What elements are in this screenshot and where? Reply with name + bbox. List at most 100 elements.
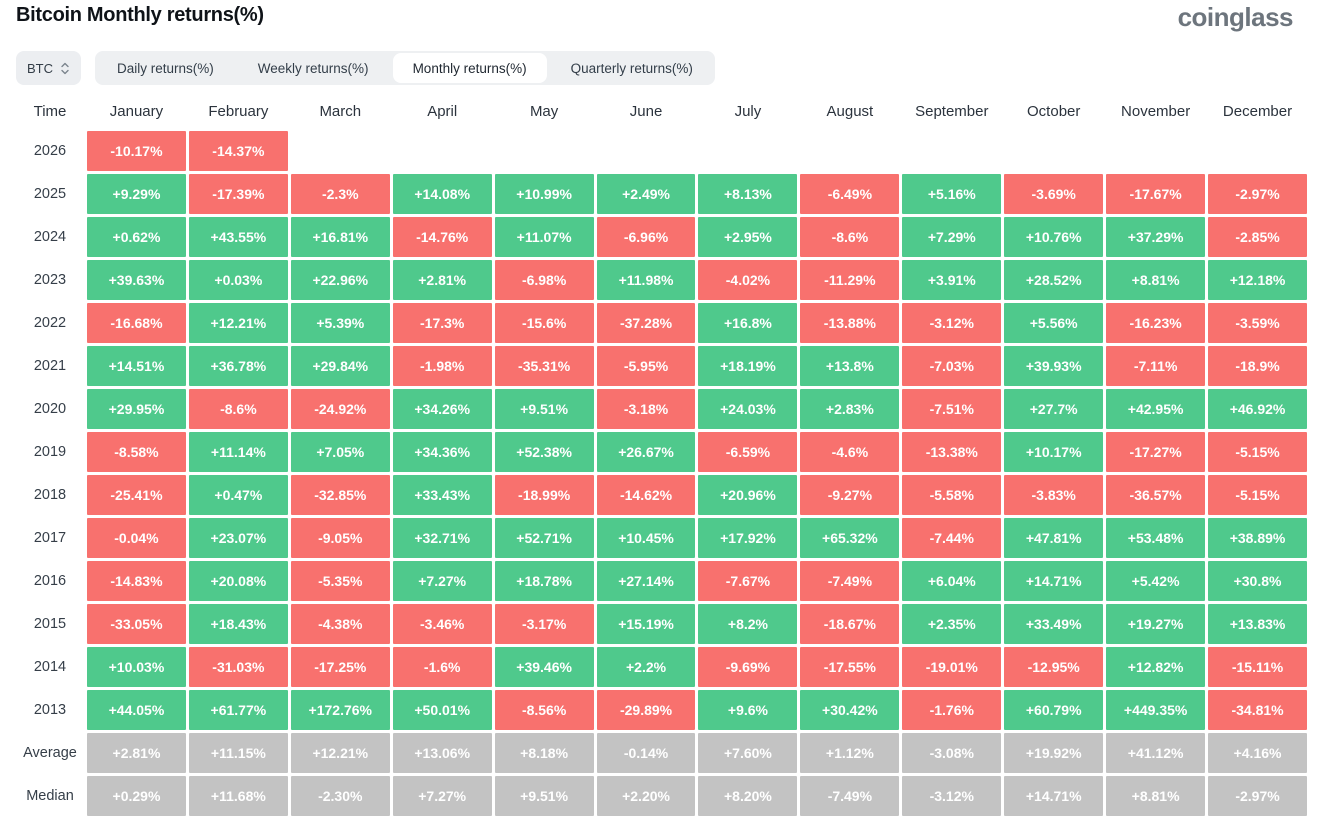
column-header: June bbox=[629, 103, 663, 120]
row-label: 2024 bbox=[33, 229, 67, 245]
row-label: 2017 bbox=[33, 530, 67, 546]
table-row: Median +0.29% +11.68% -2.30% +7.27% +9.51% +2.… bbox=[16, 776, 1307, 816]
coinglass-logo: coinglass bbox=[1177, 2, 1294, 32]
return-cell: -7.11% bbox=[1106, 346, 1206, 386]
return-cell: +9.51% bbox=[494, 389, 594, 429]
return-cell: +8.20% bbox=[698, 776, 798, 816]
row-label: 2015 bbox=[33, 616, 67, 632]
return-cell: +9.29% bbox=[87, 174, 186, 214]
symbol-select[interactable]: BTC bbox=[16, 51, 81, 85]
return-cell: -5.58% bbox=[902, 475, 1002, 515]
return-cell: +5.42% bbox=[1106, 561, 1206, 601]
return-cell: -31.03% bbox=[188, 647, 288, 687]
column-header: August bbox=[826, 103, 874, 120]
return-cell: +13.8% bbox=[800, 346, 900, 386]
return-cell: +13.83% bbox=[1208, 604, 1307, 644]
table-row: 2017 -0.04% +23.07% -9.05% +32.71% +52.71% +10… bbox=[16, 518, 1307, 558]
table-row: Average +2.81% +11.15% +12.21% +13.06% +8.18%… bbox=[16, 733, 1307, 773]
return-cell: +11.14% bbox=[188, 432, 288, 472]
return-cell: +6.04% bbox=[902, 561, 1002, 601]
return-cell: -7.51% bbox=[902, 389, 1002, 429]
table-row: 2015 -33.05% +18.43% -4.38% -3.46% -3.17% +15.… bbox=[16, 604, 1307, 644]
return-cell: +10.76% bbox=[1004, 217, 1104, 257]
return-cell: +18.78% bbox=[494, 561, 594, 601]
column-header: November bbox=[1121, 103, 1191, 120]
return-cell: -3.69% bbox=[1004, 174, 1104, 214]
return-cell: -34.81% bbox=[1208, 690, 1307, 730]
return-cell: +2.81% bbox=[392, 260, 492, 300]
return-cell: -6.96% bbox=[596, 217, 696, 257]
return-cell: -3.83% bbox=[1004, 475, 1104, 515]
return-cell: +2.81% bbox=[87, 733, 186, 773]
return-cell: +8.13% bbox=[698, 174, 798, 214]
return-cell: +7.29% bbox=[902, 217, 1002, 257]
return-cell: -8.56% bbox=[494, 690, 594, 730]
return-cell: +10.99% bbox=[494, 174, 594, 214]
return-cell: +19.92% bbox=[1004, 733, 1104, 773]
return-cell: -3.18% bbox=[596, 389, 696, 429]
return-cell: +23.07% bbox=[188, 518, 288, 558]
tab-quarterly-returns[interactable]: Quarterly returns(%) bbox=[549, 51, 715, 85]
return-cell: -2.3% bbox=[290, 174, 390, 214]
return-cell: -5.15% bbox=[1208, 432, 1307, 472]
row-label: 2025 bbox=[33, 186, 67, 202]
return-cell: -14.62% bbox=[596, 475, 696, 515]
row-label: Median bbox=[26, 788, 74, 804]
row-label: 2021 bbox=[33, 358, 67, 374]
return-cell: +7.60% bbox=[698, 733, 798, 773]
return-cell: +32.71% bbox=[392, 518, 492, 558]
tab-monthly-returns[interactable]: Monthly returns(%) bbox=[392, 53, 547, 83]
return-cell bbox=[1004, 131, 1103, 171]
return-cell: +8.81% bbox=[1106, 776, 1206, 816]
row-label: 2020 bbox=[33, 401, 67, 417]
return-cell: -35.31% bbox=[494, 346, 594, 386]
return-cell: +42.95% bbox=[1106, 389, 1206, 429]
column-header: October bbox=[1027, 103, 1081, 120]
column-header: July bbox=[734, 103, 762, 120]
return-cell: +2.83% bbox=[800, 389, 900, 429]
table-row: 2022 -16.68% +12.21% +5.39% -17.3% -15.6% -37.… bbox=[16, 303, 1307, 343]
return-cell: +30.42% bbox=[800, 690, 900, 730]
updown-chevron-icon bbox=[60, 62, 70, 75]
return-cell: +3.91% bbox=[902, 260, 1002, 300]
return-cell: -17.25% bbox=[290, 647, 390, 687]
return-cell: +5.16% bbox=[902, 174, 1002, 214]
return-cell: +22.96% bbox=[290, 260, 390, 300]
column-header: September bbox=[915, 103, 989, 120]
return-cell: -17.39% bbox=[188, 174, 288, 214]
tab-daily-returns[interactable]: Daily returns(%) bbox=[95, 51, 236, 85]
return-cell: -5.15% bbox=[1208, 475, 1307, 515]
return-cell: +39.46% bbox=[494, 647, 594, 687]
return-cell: +14.51% bbox=[87, 346, 186, 386]
return-cell: +34.36% bbox=[392, 432, 492, 472]
return-cell: +16.81% bbox=[290, 217, 390, 257]
return-cell: -15.6% bbox=[494, 303, 594, 343]
return-cell: +8.2% bbox=[698, 604, 798, 644]
tab-weekly-returns[interactable]: Weekly returns(%) bbox=[236, 51, 391, 85]
return-cell: +47.81% bbox=[1004, 518, 1104, 558]
return-cell: +39.63% bbox=[87, 260, 186, 300]
return-cell: +18.19% bbox=[698, 346, 798, 386]
return-cell: +27.7% bbox=[1004, 389, 1104, 429]
return-cell: +13.06% bbox=[392, 733, 492, 773]
return-cell: +10.03% bbox=[87, 647, 186, 687]
return-cell: -25.41% bbox=[87, 475, 186, 515]
table-row: 2020 +29.95% -8.6% -24.92% +34.26% +9.51% -3.1… bbox=[16, 389, 1307, 429]
return-cell: -5.95% bbox=[596, 346, 696, 386]
return-cell: +50.01% bbox=[392, 690, 492, 730]
column-header: February bbox=[208, 103, 269, 120]
return-cell bbox=[698, 131, 797, 171]
column-header: March bbox=[319, 103, 362, 120]
return-cell: +2.35% bbox=[902, 604, 1002, 644]
return-cell: +18.43% bbox=[188, 604, 288, 644]
return-cell: -9.69% bbox=[698, 647, 798, 687]
return-cell: +17.92% bbox=[698, 518, 798, 558]
return-cell: +24.03% bbox=[698, 389, 798, 429]
row-label: 2016 bbox=[33, 573, 67, 589]
return-cell: +9.51% bbox=[494, 776, 594, 816]
return-cell: +19.27% bbox=[1106, 604, 1206, 644]
return-cell: -7.49% bbox=[800, 776, 900, 816]
return-cell: -6.49% bbox=[800, 174, 900, 214]
return-cell bbox=[291, 131, 390, 171]
